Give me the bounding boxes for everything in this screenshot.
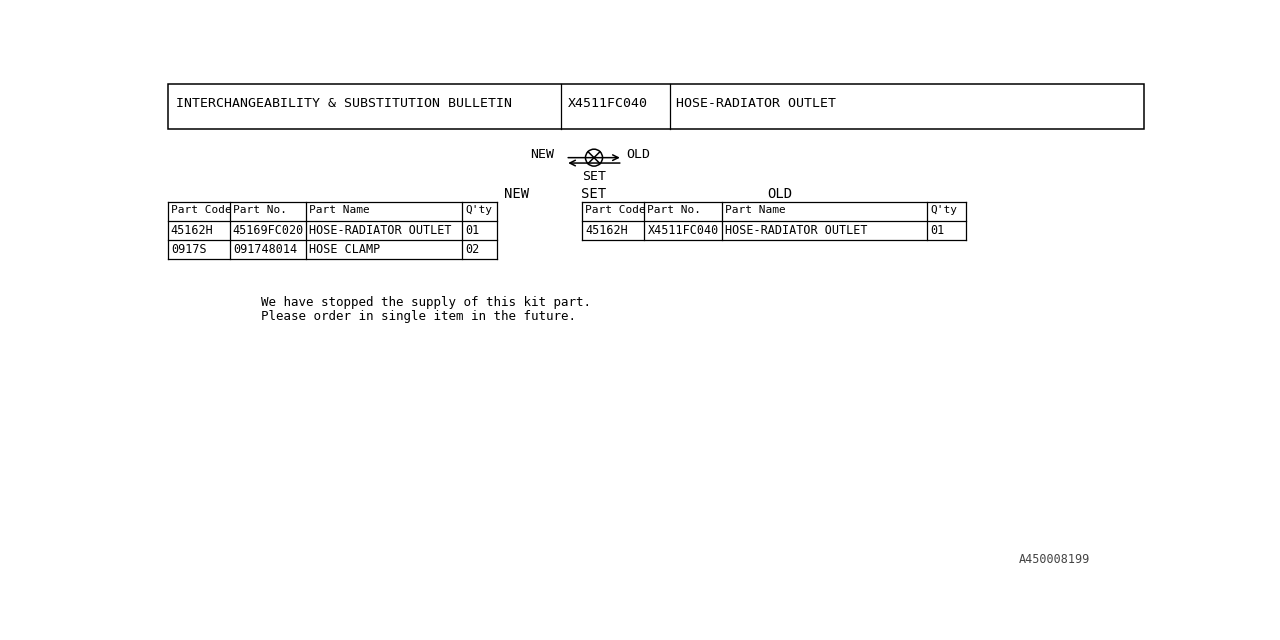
Text: Part No.: Part No. (233, 205, 287, 214)
Text: Part Code: Part Code (170, 205, 232, 214)
Text: SET: SET (582, 170, 605, 183)
Text: 0917S: 0917S (170, 243, 206, 256)
Text: 45162H: 45162H (170, 224, 214, 237)
Text: HOSE CLAMP: HOSE CLAMP (308, 243, 380, 256)
Text: 01: 01 (931, 224, 945, 237)
Text: Part Code: Part Code (585, 205, 646, 214)
Text: NEW: NEW (504, 187, 529, 201)
Text: 02: 02 (466, 243, 480, 256)
Text: HOSE-RADIATOR OUTLET: HOSE-RADIATOR OUTLET (676, 97, 836, 110)
Text: Q'ty: Q'ty (466, 205, 493, 214)
Bar (168, 84, 1144, 129)
Text: OLD: OLD (626, 148, 650, 161)
Text: Part Name: Part Name (308, 205, 370, 214)
Text: Part No.: Part No. (648, 205, 701, 214)
Text: A450008199: A450008199 (1019, 553, 1091, 566)
Text: INTERCHANGEABILITY & SUBSTITUTION BULLETIN: INTERCHANGEABILITY & SUBSTITUTION BULLET… (175, 97, 512, 110)
Text: Q'ty: Q'ty (931, 205, 957, 214)
Text: Please order in single item in the future.: Please order in single item in the futur… (261, 310, 576, 323)
Text: We have stopped the supply of this kit part.: We have stopped the supply of this kit p… (261, 296, 591, 309)
Text: Part Name: Part Name (724, 205, 786, 214)
Text: X4511FC040: X4511FC040 (567, 97, 648, 110)
Text: HOSE-RADIATOR OUTLET: HOSE-RADIATOR OUTLET (308, 224, 452, 237)
Text: 45162H: 45162H (585, 224, 628, 237)
Text: 45169FC020: 45169FC020 (233, 224, 305, 237)
Text: NEW: NEW (530, 148, 554, 161)
Text: HOSE-RADIATOR OUTLET: HOSE-RADIATOR OUTLET (724, 224, 868, 237)
Text: X4511FC040: X4511FC040 (648, 224, 719, 237)
Text: 01: 01 (466, 224, 480, 237)
Text: SET: SET (581, 187, 607, 201)
Text: OLD: OLD (768, 187, 792, 201)
Text: 091748014: 091748014 (233, 243, 297, 256)
